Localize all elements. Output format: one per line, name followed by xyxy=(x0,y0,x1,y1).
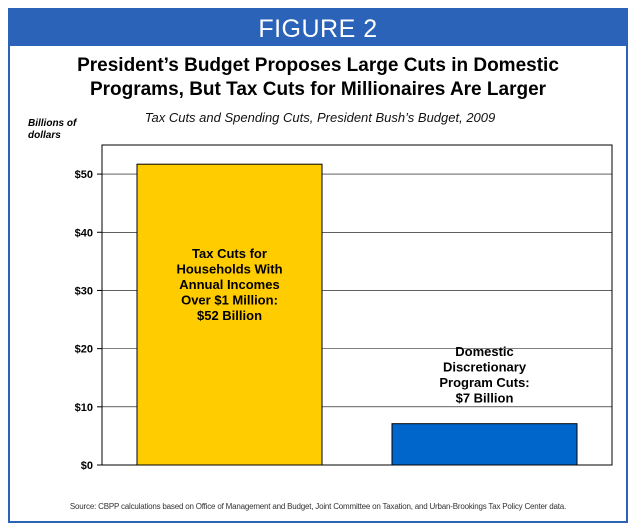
bar-1-label-line: Tax Cuts for xyxy=(192,246,267,261)
source-note: Source: CBPP calculations based on Offic… xyxy=(69,502,567,511)
bar-1-label-line: Over $1 Million: xyxy=(181,293,278,308)
y-tick-label: $40 xyxy=(75,227,93,239)
y-tick-label: $10 xyxy=(75,402,93,414)
bar-2-label-line: $7 Billion xyxy=(456,391,514,406)
bar-1-label-line: Annual Incomes xyxy=(179,277,279,292)
figure-banner: FIGURE 2 xyxy=(10,10,626,46)
bar-1-label-line: $52 Billion xyxy=(197,308,262,323)
bar-2 xyxy=(391,423,578,466)
y-tick-label: $20 xyxy=(75,344,93,356)
bar-2-label-line: Program Cuts: xyxy=(439,375,529,390)
y-axis-label-line-1: Billions of xyxy=(28,118,77,129)
chart-title: President’s Budget Proposes Large Cuts i… xyxy=(10,54,626,102)
y-tick-label: $50 xyxy=(75,169,93,181)
chart-title-line-1: President’s Budget Proposes Large Cuts i… xyxy=(77,55,559,76)
bar-1-label-line: Households With xyxy=(176,262,282,277)
y-axis-label: Billions of dollars xyxy=(28,118,98,142)
bar-2-label-line: Discretionary xyxy=(443,360,527,375)
y-tick-label: $0 xyxy=(81,460,93,472)
chart-title-line-2: Programs, But Tax Cuts for Millionaires … xyxy=(89,79,547,100)
y-axis-label-line-2: dollars xyxy=(28,130,61,141)
bar-1 xyxy=(136,163,323,466)
y-tick-label: $30 xyxy=(75,285,93,297)
chart-subtitle: Tax Cuts and Spending Cuts, President Bu… xyxy=(144,110,496,125)
bar-2-label-line: Domestic xyxy=(455,344,514,359)
